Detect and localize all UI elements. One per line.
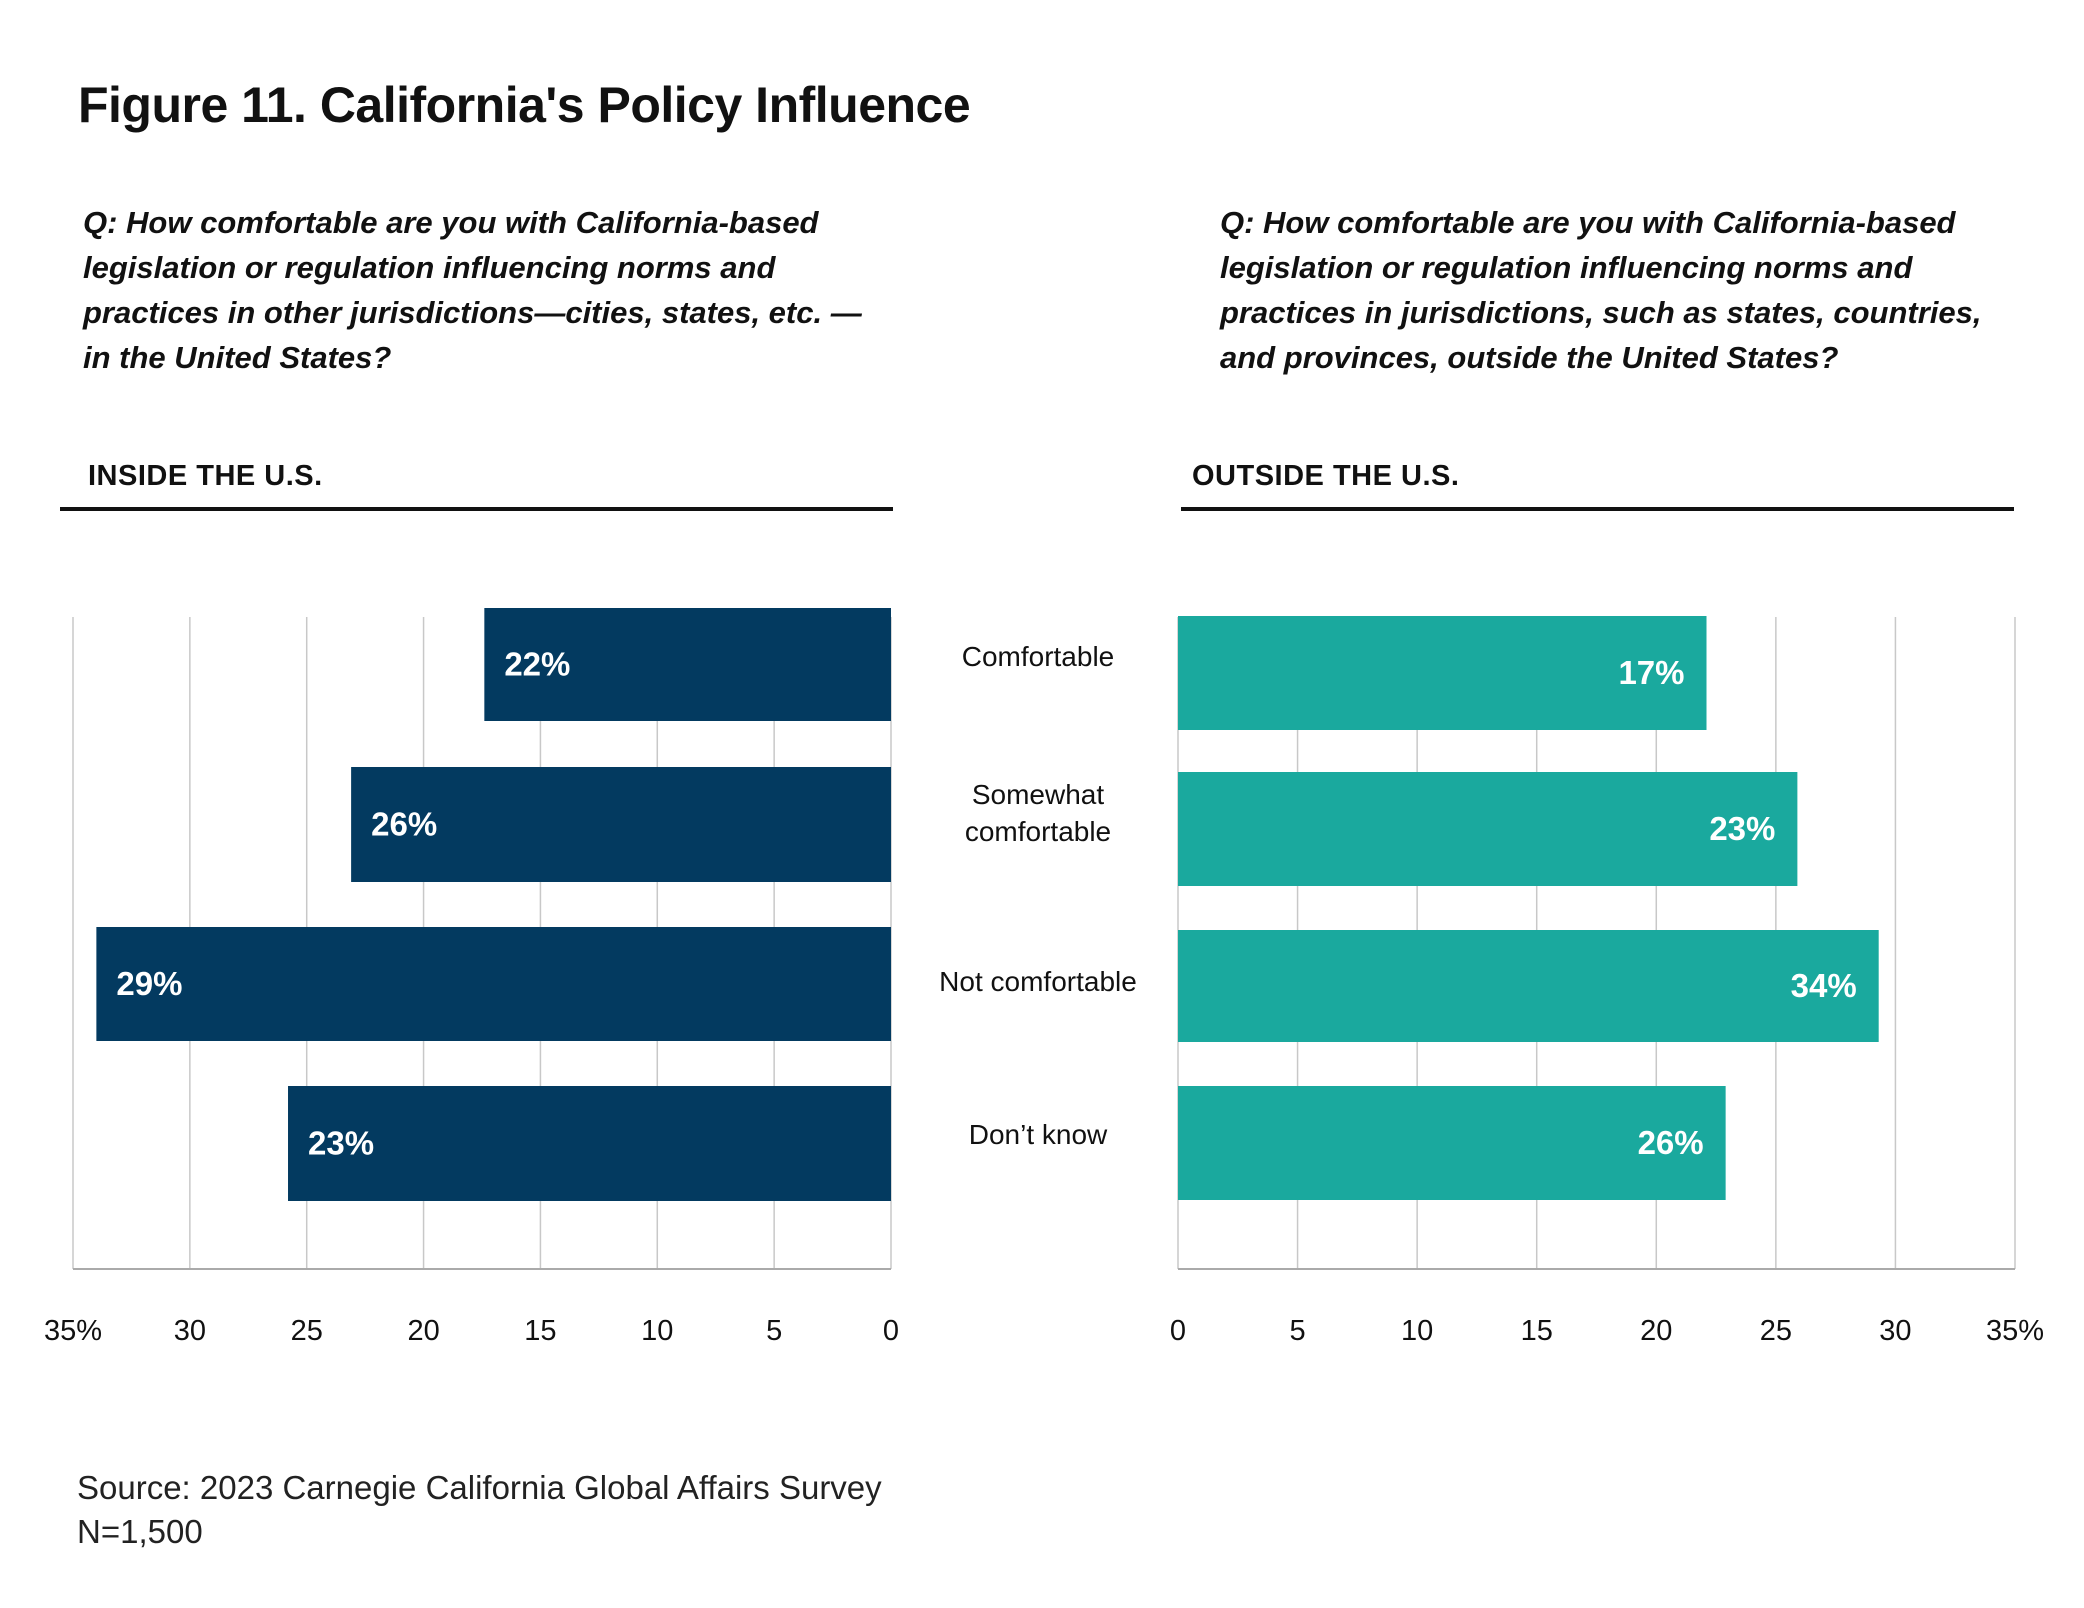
figure-title: Figure 11. California's Policy Influence — [78, 77, 971, 133]
divider-outside — [1181, 507, 2014, 511]
bar-0-2 — [96, 927, 891, 1041]
section-title-inside: INSIDE THE U.S. — [88, 460, 323, 492]
sample-size: N=1,500 — [77, 1513, 203, 1550]
bar-0-1 — [351, 767, 891, 882]
tick-label: 30 — [174, 1315, 206, 1347]
data-label: 29% — [116, 965, 182, 1002]
bar-1-0 — [1178, 616, 1707, 730]
bar-1-3 — [1178, 1086, 1726, 1200]
category-label: Comfortable — [962, 641, 1115, 672]
tick-label: 20 — [407, 1315, 439, 1347]
data-label: 17% — [1618, 654, 1684, 691]
bar-0-0 — [484, 608, 891, 721]
tick-label: 0 — [883, 1315, 899, 1347]
category-label: Not comfortable — [939, 966, 1137, 997]
bar-1-1 — [1178, 772, 1798, 886]
data-label: 34% — [1791, 967, 1857, 1004]
tick-label: 0 — [1170, 1315, 1186, 1347]
data-label: 23% — [1709, 810, 1775, 847]
divider-inside — [60, 507, 893, 511]
tick-label: 25 — [291, 1315, 323, 1347]
tick-label: 10 — [1401, 1315, 1433, 1347]
tick-label: 5 — [1290, 1315, 1306, 1347]
category-label: Don’t know — [969, 1119, 1108, 1150]
source-text: Source: 2023 Carnegie California Global … — [77, 1469, 882, 1506]
question-outside: Q: How comfortable are you with Californ… — [1220, 205, 1982, 375]
tick-label: 35% — [44, 1315, 102, 1347]
data-label: 26% — [1638, 1124, 1704, 1161]
tick-label: 5 — [766, 1315, 782, 1347]
tick-label: 15 — [1521, 1315, 1553, 1347]
tick-label: 20 — [1640, 1315, 1672, 1347]
bar-1-2 — [1178, 930, 1879, 1042]
tick-label: 30 — [1879, 1315, 1911, 1347]
source-note: Source: 2023 Carnegie California Global … — [77, 1466, 882, 1554]
question-inside: Q: How comfortable are you with Californ… — [83, 205, 862, 375]
tick-label: 25 — [1760, 1315, 1792, 1347]
bar-0-3 — [288, 1086, 891, 1201]
section-title-outside: OUTSIDE THE U.S. — [1192, 460, 1460, 492]
data-label: 26% — [371, 806, 437, 843]
tick-label: 10 — [641, 1315, 673, 1347]
tick-label: 15 — [524, 1315, 556, 1347]
data-label: 23% — [308, 1125, 374, 1162]
tick-label: 35% — [1986, 1315, 2044, 1347]
data-label: 22% — [504, 646, 570, 683]
category-label: Somewhat comfortable — [965, 779, 1111, 847]
